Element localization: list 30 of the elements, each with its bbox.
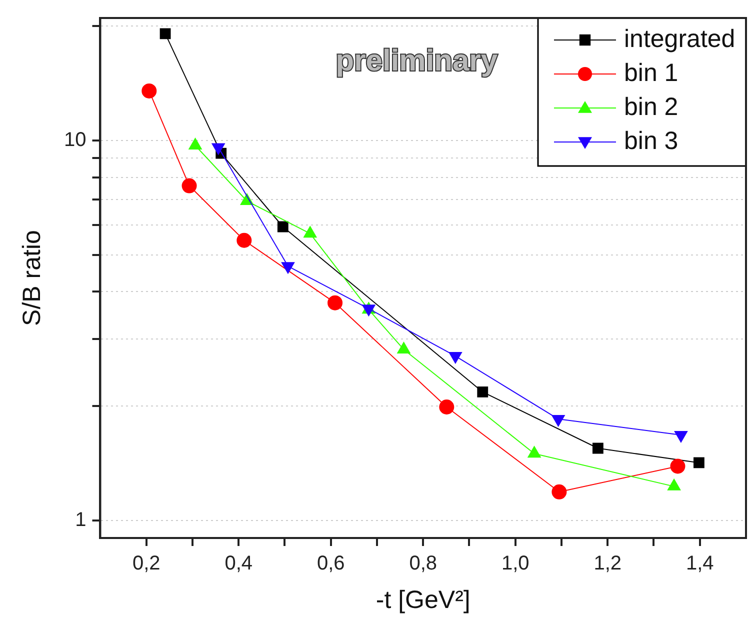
y-axis-title: S/B ratio: [18, 230, 46, 326]
point: [304, 226, 317, 238]
legend-label: bin 3: [624, 126, 678, 155]
y-tick-label: 10: [64, 129, 86, 151]
point: [477, 386, 488, 398]
point: [694, 457, 704, 468]
point: [277, 221, 288, 232]
x-tick-label: 0,6: [316, 552, 345, 575]
point: [592, 442, 604, 454]
legend-label: integrated: [624, 24, 736, 53]
annotation: preliminary: [336, 44, 498, 78]
point: [188, 138, 202, 150]
point: [182, 178, 197, 194]
point: [142, 83, 157, 98]
x-tick-label: 0,8: [409, 552, 438, 575]
x-tick-label: 0,2: [132, 552, 160, 575]
legend-label: bin 1: [624, 58, 678, 87]
x-axis-title: -t [GeV²]: [376, 586, 470, 614]
x-tick-label: 1,2: [594, 552, 622, 575]
legend-label: bin 2: [624, 92, 678, 121]
point: [236, 232, 252, 248]
x-tick-label: 1,0: [501, 552, 530, 575]
point: [552, 484, 567, 500]
point: [160, 28, 171, 40]
x-tick-label: 1,4: [686, 552, 714, 575]
point: [439, 400, 454, 415]
y-tick-label: 1: [75, 509, 86, 532]
point: [670, 458, 686, 474]
point: [328, 295, 343, 310]
x-tick-label: 0,4: [224, 552, 253, 575]
